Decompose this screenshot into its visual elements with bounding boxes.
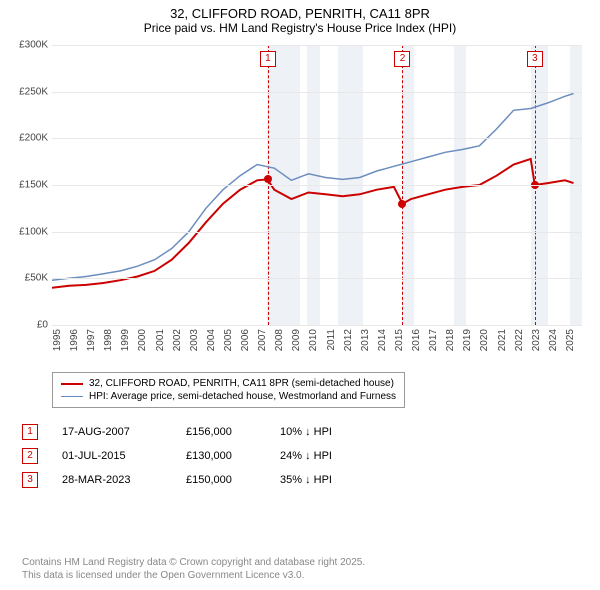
legend-swatch: [61, 396, 83, 398]
x-tick-label: 2025: [565, 329, 576, 351]
sale-delta: 24% ↓ HPI: [280, 450, 370, 462]
footer-line2: This data is licensed under the Open Gov…: [22, 569, 365, 582]
title-block: 32, CLIFFORD ROAD, PENRITH, CA11 8PR Pri…: [0, 0, 600, 37]
chart-container: 32, CLIFFORD ROAD, PENRITH, CA11 8PR Pri…: [0, 0, 600, 590]
sale-price: £150,000: [186, 474, 256, 486]
sale-row-marker: 2: [22, 448, 38, 464]
sale-date: 17-AUG-2007: [62, 426, 162, 438]
y-gridline: [52, 138, 582, 139]
x-tick-label: 2018: [445, 329, 456, 351]
x-tick-label: 1997: [86, 329, 97, 351]
x-tick-label: 2012: [343, 329, 354, 351]
y-gridline: [52, 278, 582, 279]
x-tick-label: 2004: [206, 329, 217, 351]
legend-row: HPI: Average price, semi-detached house,…: [61, 390, 396, 403]
y-gridline: [52, 45, 582, 46]
footer-attribution: Contains HM Land Registry data © Crown c…: [22, 556, 365, 582]
sale-price: £130,000: [186, 450, 256, 462]
x-tick-label: 2011: [326, 329, 337, 351]
sale-date: 28-MAR-2023: [62, 474, 162, 486]
x-tick-label: 1998: [103, 329, 114, 351]
x-tick-label: 2001: [155, 329, 166, 351]
y-tick-label: £0: [37, 320, 48, 331]
series-hpi: [52, 94, 574, 281]
legend-swatch: [61, 383, 83, 385]
x-tick-label: 2015: [394, 329, 405, 351]
footer-line1: Contains HM Land Registry data © Crown c…: [22, 556, 365, 569]
x-tick-label: 2005: [223, 329, 234, 351]
sales-table: 1 17-AUG-2007 £156,000 10% ↓ HPI 2 01-JUL-201…: [22, 420, 370, 492]
legend: 32, CLIFFORD ROAD, PENRITH, CA11 8PR (se…: [52, 372, 405, 408]
x-tick-label: 1996: [69, 329, 80, 351]
x-tick-label: 2014: [377, 329, 388, 351]
y-tick-label: £100K: [19, 226, 48, 237]
x-tick-label: 2013: [360, 329, 371, 351]
x-tick-label: 2023: [531, 329, 542, 351]
x-tick-label: 2017: [428, 329, 439, 351]
sale-delta: 35% ↓ HPI: [280, 474, 370, 486]
x-tick-label: 1995: [52, 329, 63, 351]
x-tick-label: 2020: [479, 329, 490, 351]
sale-row: 1 17-AUG-2007 £156,000 10% ↓ HPI: [22, 420, 370, 444]
y-axis: £0£50K£100K£150K£200K£250K£300K: [12, 45, 52, 325]
x-tick-label: 2009: [291, 329, 302, 351]
sale-date: 01-JUL-2015: [62, 450, 162, 462]
x-tick-label: 2019: [462, 329, 473, 351]
y-gridline: [52, 185, 582, 186]
sale-price: £156,000: [186, 426, 256, 438]
y-gridline: [52, 92, 582, 93]
x-tick-label: 2003: [189, 329, 200, 351]
x-tick-label: 2022: [514, 329, 525, 351]
y-tick-label: £200K: [19, 133, 48, 144]
chart-area: 123 £0£50K£100K£150K£200K£250K£300K 1995…: [12, 45, 592, 365]
y-tick-label: £300K: [19, 40, 48, 51]
legend-label: HPI: Average price, semi-detached house,…: [89, 391, 396, 402]
x-tick-label: 2024: [548, 329, 559, 351]
sale-row: 2 01-JUL-2015 £130,000 24% ↓ HPI: [22, 444, 370, 468]
sale-delta: 10% ↓ HPI: [280, 426, 370, 438]
x-tick-label: 2000: [137, 329, 148, 351]
x-tick-label: 2016: [411, 329, 422, 351]
title-address: 32, CLIFFORD ROAD, PENRITH, CA11 8PR: [0, 6, 600, 21]
legend-label: 32, CLIFFORD ROAD, PENRITH, CA11 8PR (se…: [89, 378, 394, 389]
x-tick-label: 2006: [240, 329, 251, 351]
y-tick-label: £50K: [25, 273, 48, 284]
sale-row-marker: 3: [22, 472, 38, 488]
y-tick-label: £150K: [19, 180, 48, 191]
legend-row: 32, CLIFFORD ROAD, PENRITH, CA11 8PR (se…: [61, 377, 396, 390]
y-gridline: [52, 232, 582, 233]
x-axis: 1995 1996 1997 1998 1999 2000 2001 2002 2003 2004…: [52, 325, 582, 365]
title-subtitle: Price paid vs. HM Land Registry's House …: [0, 21, 600, 35]
x-tick-label: 2007: [257, 329, 268, 351]
x-tick-label: 2002: [172, 329, 183, 351]
x-tick-label: 2021: [497, 329, 508, 351]
x-tick-label: 2010: [308, 329, 319, 351]
y-tick-label: £250K: [19, 86, 48, 97]
x-tick-label: 1999: [120, 329, 131, 351]
sale-row: 3 28-MAR-2023 £150,000 35% ↓ HPI: [22, 468, 370, 492]
y-gridline: [52, 325, 582, 326]
sale-row-marker: 1: [22, 424, 38, 440]
x-tick-label: 2008: [274, 329, 285, 351]
